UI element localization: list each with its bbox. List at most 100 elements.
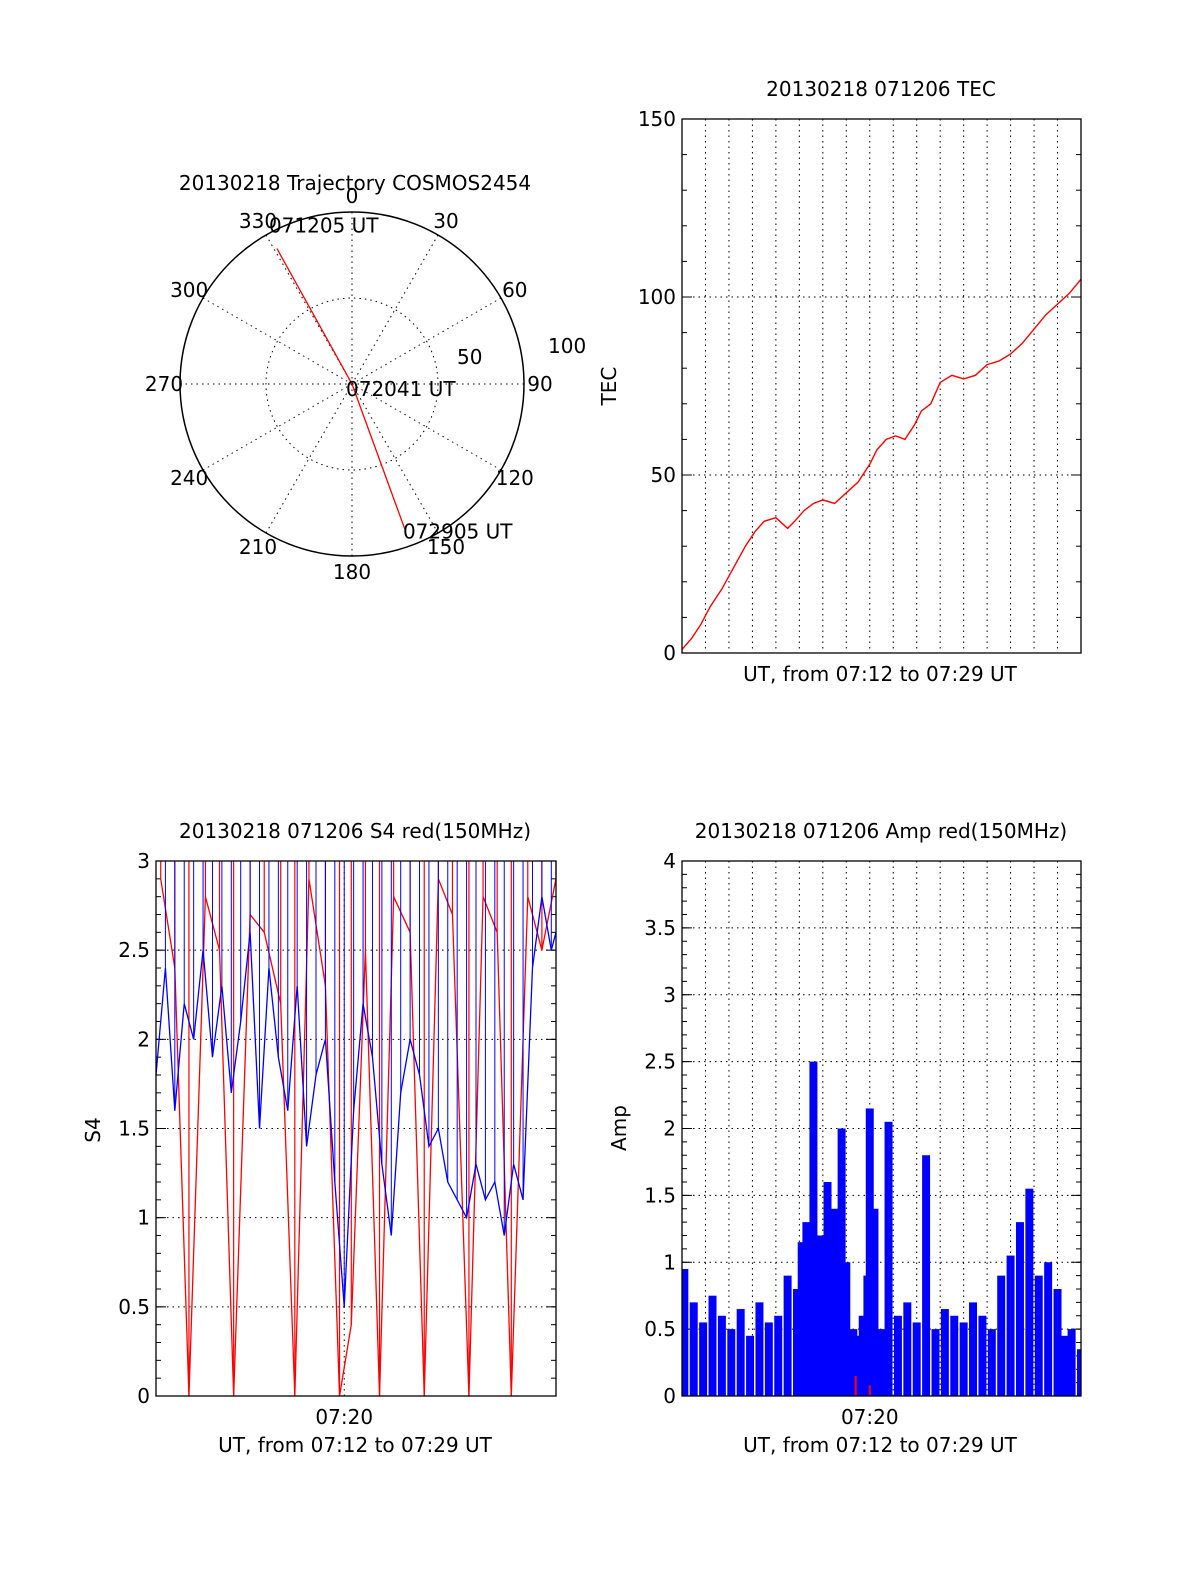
- amp-bar: [978, 1315, 987, 1396]
- trajectory-line: [276, 248, 406, 530]
- polar-angle-label: 120: [496, 466, 534, 490]
- amp-bar: [854, 1335, 863, 1396]
- amp-bar: [837, 1128, 846, 1396]
- polar-spoke: [202, 383, 353, 471]
- amp-xlabel: UT, from 07:12 to 07:29 UT: [743, 1433, 1018, 1457]
- trajectory-point-label: 072905 UT: [403, 519, 513, 543]
- amp-bar: [997, 1275, 1006, 1396]
- amp-bar: [1044, 1262, 1053, 1396]
- amp-bar: [969, 1302, 978, 1396]
- polar-angle-label: 90: [527, 372, 552, 396]
- amp-bar: [1015, 1222, 1024, 1396]
- amp-ytick-label: 0: [663, 1384, 676, 1408]
- tec-xlabel: UT, from 07:12 to 07:29 UT: [743, 662, 1018, 686]
- amp-xtick-label: 07:20: [841, 1405, 899, 1429]
- trajectory-point-label: 072041 UT: [346, 377, 456, 401]
- amp-bar: [1077, 1349, 1081, 1396]
- tec-chart: 20130218 071206 TEC UT, from 07:12 to 07…: [597, 77, 1082, 686]
- amp-bar: [708, 1295, 717, 1396]
- tec-ytick-label: 0: [663, 641, 676, 665]
- s4-ytick-label: 1: [137, 1206, 150, 1230]
- amp-bar: [793, 1289, 801, 1396]
- polar-spoke: [265, 383, 353, 534]
- amp-ytick-label: 3.5: [644, 916, 676, 940]
- amp-bar: [893, 1315, 902, 1396]
- amp-bar: [1060, 1335, 1069, 1396]
- amp-bar: [809, 1061, 818, 1396]
- amp-bar: [755, 1302, 764, 1396]
- polar-ring-50: [265, 297, 439, 471]
- s4-ytick-label: 3: [137, 849, 150, 873]
- polar-angle-label: 180: [333, 560, 371, 584]
- amp-bar: [870, 1208, 879, 1396]
- amp-ylabel: Amp: [607, 1105, 631, 1151]
- amp-ytick-label: 2: [663, 1117, 676, 1141]
- amp-ytick-label: 1.5: [644, 1183, 676, 1207]
- polar-angle-label: 240: [170, 466, 208, 490]
- s4-ytick-label: 0.5: [118, 1295, 150, 1319]
- amp-ytick-label: 1: [663, 1250, 676, 1274]
- amp-ytick-label: 0.5: [644, 1317, 676, 1341]
- polar-spoke: [351, 383, 439, 534]
- polar-spoke: [202, 297, 353, 385]
- amp-bar: [884, 1121, 893, 1396]
- s4-ytick-label: 1.5: [118, 1117, 150, 1141]
- s4-ytick-label: 2.5: [118, 938, 150, 962]
- polar-r-tick: 50: [457, 345, 482, 369]
- polar-angle-label: 60: [502, 278, 527, 302]
- s4-blue-series: [155, 896, 557, 1307]
- amp-bar: [842, 1262, 851, 1396]
- amp-bar: [940, 1309, 949, 1396]
- amp-bar: [802, 1222, 811, 1396]
- polar-angle-label: 150: [427, 535, 465, 559]
- polar-trajectory-chart: 20130218 Trajectory COSMOS2454 0 30 60 90 12…: [145, 171, 586, 584]
- amp-bar: [717, 1315, 726, 1396]
- amp-bar: [912, 1322, 921, 1396]
- amp-bar: [699, 1322, 708, 1396]
- polar-angle-label: 330: [239, 209, 277, 233]
- polar-spoke: [351, 234, 439, 385]
- amp-bar: [764, 1322, 773, 1396]
- amp-bar: [903, 1302, 912, 1396]
- amp-bar: [736, 1309, 745, 1396]
- amp-ytick-label: 2.5: [644, 1050, 676, 1074]
- trajectory-point-label: 071205 UT: [269, 214, 379, 238]
- amp-ytick-label: 3: [663, 983, 676, 1007]
- polar-angle-label: 270: [145, 372, 183, 396]
- polar-angle-label: 210: [239, 535, 277, 559]
- amp-bar: [682, 1268, 689, 1396]
- amp-title: 20130218 071206 Amp red(150MHz): [695, 819, 1067, 843]
- amp-frame: [681, 860, 1082, 1397]
- amp-bar: [1006, 1255, 1015, 1396]
- amp-chart: 20130218 071206 Amp red(150MHz) UT, from…: [607, 819, 1082, 1457]
- tec-frame: [681, 118, 1082, 654]
- s4-red-series: [160, 878, 557, 1397]
- s4-title: 20130218 071206 S4 red(150MHz): [179, 819, 531, 843]
- tec-ytick-label: 150: [638, 107, 676, 131]
- s4-ytick-label: 0: [137, 1384, 150, 1408]
- polar-angle-label: 0: [346, 184, 359, 208]
- polar-title: 20130218 Trajectory COSMOS2454: [179, 171, 531, 195]
- amp-bar: [922, 1155, 931, 1396]
- amp-bar: [858, 1315, 867, 1396]
- polar-spoke: [351, 297, 502, 385]
- amp-bar: [959, 1322, 968, 1396]
- s4-xlabel: UT, from 07:12 to 07:29 UT: [218, 1433, 493, 1457]
- amp-bar: [1067, 1329, 1076, 1396]
- amp-bar: [746, 1335, 755, 1396]
- tec-ytick-label: 50: [651, 463, 676, 487]
- amp-bar: [727, 1329, 736, 1396]
- amp-bar: [689, 1302, 698, 1396]
- amp-bar: [823, 1182, 832, 1396]
- amp-bar: [1025, 1188, 1034, 1396]
- amp-bar: [830, 1208, 839, 1396]
- amp-bar: [987, 1329, 996, 1396]
- tec-ylabel: TEC: [597, 367, 621, 407]
- polar-angle-label: 30: [433, 209, 458, 233]
- amp-bar: [950, 1315, 959, 1396]
- amp-bar: [877, 1329, 886, 1396]
- s4-ytick-label: 2: [137, 1027, 150, 1051]
- s4-ylabel: S4: [81, 1117, 105, 1142]
- tec-title: 20130218 071206 TEC: [766, 77, 996, 101]
